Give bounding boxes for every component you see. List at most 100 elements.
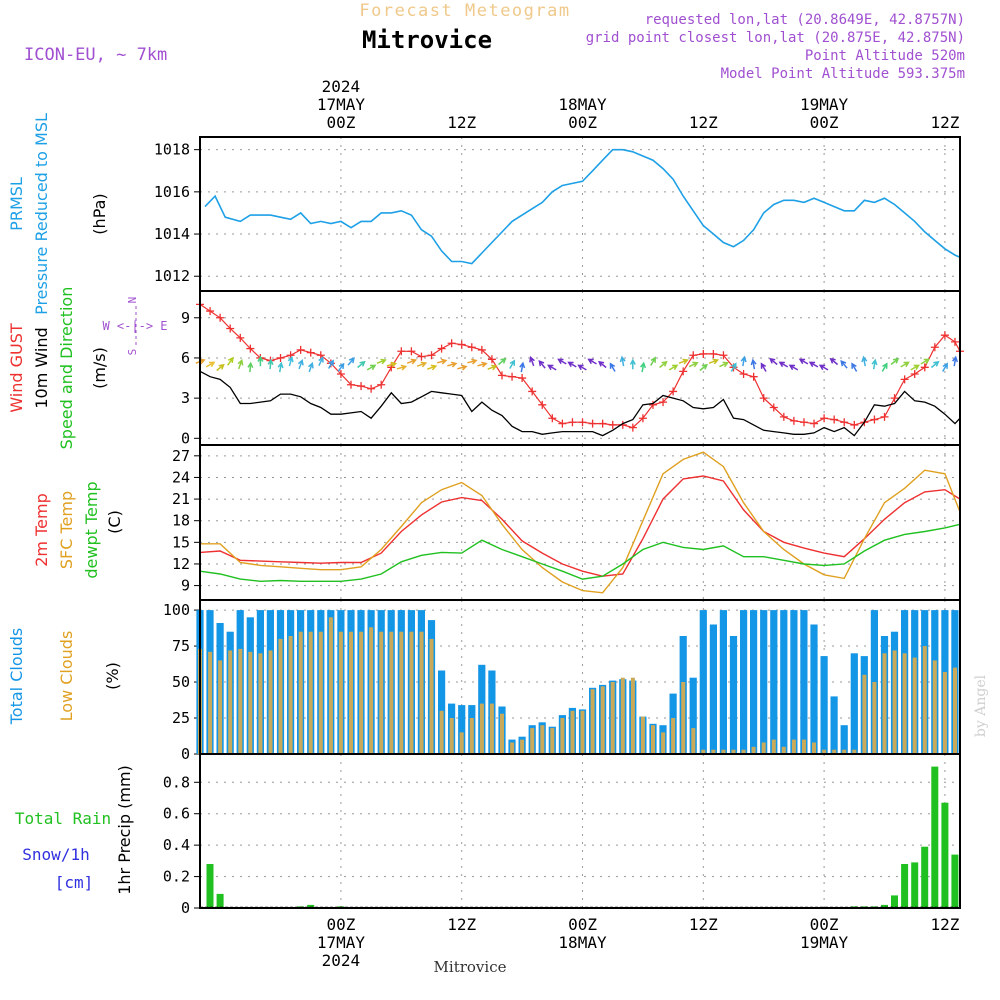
gust-marker bbox=[799, 418, 808, 427]
wind-direction-arrow bbox=[347, 357, 355, 366]
rain-bar bbox=[881, 904, 888, 908]
gust-marker bbox=[578, 418, 587, 427]
y-tick-label: 75 bbox=[172, 637, 190, 655]
super-title: Forecast Meteogram bbox=[359, 1, 570, 21]
low-cloud-bar bbox=[711, 749, 716, 754]
low-cloud-bar bbox=[600, 686, 605, 754]
low-cloud-bar bbox=[912, 657, 917, 754]
wind-direction-arrow bbox=[598, 360, 607, 369]
top-time-label: 17MAY bbox=[317, 95, 366, 114]
y-tick-label: 6 bbox=[181, 349, 190, 367]
low-cloud-bar bbox=[640, 716, 645, 754]
low-cloud-bar bbox=[610, 682, 615, 754]
y-tick-label: 0 bbox=[181, 899, 190, 917]
wind-label: 10m Wind bbox=[32, 327, 51, 408]
wind-direction-arrow bbox=[890, 357, 900, 366]
gust-marker bbox=[608, 420, 617, 429]
gust-marker bbox=[216, 313, 225, 322]
gust-marker bbox=[759, 394, 768, 403]
top-time-label: 12Z bbox=[447, 113, 476, 132]
gust-marker bbox=[528, 387, 537, 396]
low-cloud-bar bbox=[791, 739, 796, 754]
top-time-label: 18MAY bbox=[558, 95, 607, 114]
low-cloud-bar bbox=[469, 718, 474, 754]
rain-bar bbox=[216, 893, 224, 908]
gust-marker bbox=[840, 418, 849, 427]
rain-bar bbox=[941, 802, 949, 908]
gust-marker bbox=[920, 363, 929, 372]
panel-frame bbox=[199, 136, 961, 292]
bottom-time-label: 00Z bbox=[568, 915, 597, 934]
y-tick-label: 0.2 bbox=[163, 868, 190, 886]
bottom-time-label: 12Z bbox=[447, 915, 476, 934]
compass-we: W <-|-> E bbox=[102, 319, 167, 333]
wind-direction-arrow bbox=[437, 358, 448, 365]
bottom-time-label: 18MAY bbox=[558, 933, 607, 952]
gust-marker bbox=[648, 400, 657, 409]
wind-direction-arrow bbox=[650, 356, 656, 366]
wind-direction-arrow bbox=[942, 362, 949, 372]
total-cloud-bar bbox=[750, 610, 758, 754]
gust-marker bbox=[467, 343, 476, 352]
y-tick-label: 1014 bbox=[154, 225, 190, 243]
gust-marker bbox=[850, 420, 859, 429]
wind-direction-arrow bbox=[396, 364, 408, 371]
wind-direction-arrow bbox=[910, 364, 920, 371]
low-cloud-bar bbox=[540, 725, 545, 754]
wind-direction-arrow bbox=[808, 361, 819, 368]
low-cloud-bar bbox=[500, 713, 504, 754]
y-tick-label: 3 bbox=[181, 389, 190, 407]
top-time-label: 12Z bbox=[689, 113, 718, 132]
low-cloud-bar bbox=[751, 746, 756, 754]
gust-marker bbox=[427, 351, 436, 360]
gust-marker bbox=[336, 370, 345, 379]
gust-marker bbox=[749, 372, 758, 381]
gust-marker bbox=[930, 343, 939, 352]
gust-marker bbox=[357, 382, 366, 391]
low-cloud-bar bbox=[338, 631, 343, 754]
low-cloud-bar bbox=[288, 636, 293, 754]
y-tick-label: 12 bbox=[172, 555, 190, 573]
temp-sfc-label: SFC Temp bbox=[57, 491, 76, 569]
wind-direction-arrow bbox=[719, 361, 729, 368]
y-tick-label: 18 bbox=[172, 512, 190, 530]
wind-speed-line bbox=[199, 370, 961, 437]
gust-marker bbox=[397, 347, 406, 356]
low-cloud-bar bbox=[882, 653, 887, 754]
y-tick-label: 27 bbox=[172, 447, 190, 465]
wind-direction-arrow bbox=[406, 358, 418, 365]
wind-direction-arrow bbox=[287, 355, 294, 367]
wind-direction-arrow bbox=[952, 355, 959, 367]
total-cloud-bar bbox=[810, 624, 818, 754]
wind-direction-arrow bbox=[750, 358, 757, 370]
rain-bar bbox=[911, 862, 919, 908]
bottom-time-label: 17MAY bbox=[317, 933, 366, 952]
wind-direction-arrow bbox=[337, 362, 345, 372]
wind-direction-arrow bbox=[557, 358, 567, 365]
wind-direction-arrow bbox=[798, 358, 809, 365]
total-cloud-bar bbox=[790, 610, 798, 754]
gust-marker bbox=[669, 387, 678, 396]
wind-direction-arrow bbox=[788, 364, 799, 371]
wind-direction-arrow bbox=[609, 362, 616, 372]
wind-direction-arrow bbox=[760, 362, 767, 372]
bottom-time-label: 12Z bbox=[689, 915, 718, 934]
wind-direction-arrow bbox=[237, 358, 244, 370]
low-cloud-bar bbox=[651, 725, 655, 754]
gust-marker bbox=[830, 415, 839, 424]
wind-direction-arrow bbox=[267, 358, 274, 370]
wind-direction-arrow bbox=[457, 364, 468, 371]
y-tick-label: 0.6 bbox=[163, 805, 190, 823]
gust-marker bbox=[487, 355, 496, 364]
gust-marker bbox=[558, 419, 567, 428]
wind-direction-arrow bbox=[619, 355, 626, 367]
rain-bar bbox=[901, 864, 909, 908]
low-cloud-bar bbox=[479, 703, 484, 754]
pressure-unit: (hPa) bbox=[90, 193, 109, 234]
gust-marker bbox=[870, 415, 879, 424]
total-cloud-bar bbox=[719, 610, 727, 754]
wind-direction-arrow bbox=[498, 357, 507, 366]
y-tick-label: 9 bbox=[181, 577, 190, 595]
low-cloud-bar bbox=[399, 631, 404, 754]
low-cloud-bar bbox=[942, 672, 947, 754]
